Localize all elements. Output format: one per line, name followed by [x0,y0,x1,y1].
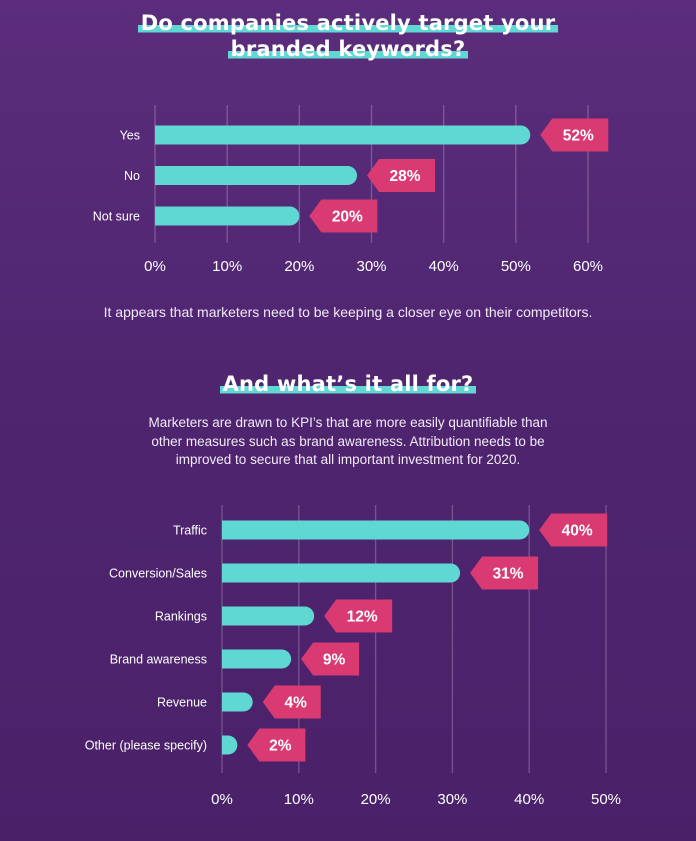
chart2-description-line3: improved to secure that all important in… [175,452,521,467]
chart2-bar [222,606,315,626]
chart1-x-tick-label: 20% [284,258,314,275]
chart2-value-tag [539,513,608,547]
chart2-value-tag [262,685,321,719]
chart1-value-label: 20% [332,209,363,226]
chart2-value-label: 9% [323,652,346,669]
chart1-category-label: Yes [120,129,140,143]
chart1-category-label: No [124,169,140,183]
chart1-title: Do companies actively target your brande… [0,10,696,62]
chart2-description-line1: Marketers are drawn to KPI’s that are mo… [148,415,548,430]
chart2-value-label: 40% [562,523,593,540]
chart2-bar [222,649,292,669]
chart2-value-tag [470,556,539,590]
chart2-value-label: 2% [269,738,292,755]
chart2-value-tag [324,599,393,633]
chart1-title-line1: Do companies actively target your [137,10,559,36]
chart2-x-tick-label: 40% [514,791,544,808]
chart2-category-label: Revenue [157,696,207,710]
chart2-bar [222,520,530,540]
chart1-x-tick-label: 30% [356,258,386,275]
chart1-branded-keywords: 0% 10% 20% 30% 40% 50% 60% Yes 52% No 28% Not sure 2… [93,105,609,275]
chart2-category-label: Brand awareness [110,653,207,667]
chart2-x-tick-label: 0% [211,791,233,808]
chart2-value-label: 31% [493,566,524,583]
chart2-bar [222,692,253,712]
chart2-category-label: Traffic [173,524,207,538]
chart2-x-tick-label: 50% [591,791,621,808]
chart1-value-label: 28% [390,168,421,185]
chart1-bar [155,206,300,226]
chart1-x-tick-label: 40% [429,258,459,275]
chart2-description: Marketers are drawn to KPI’s that are mo… [108,414,588,470]
chart1-x-tick-label: 0% [144,258,166,275]
chart2-category-label: Other (please specify) [85,739,207,753]
chart2-description-line2: other measures such as brand awareness. … [151,433,545,449]
chart2-value-tag [301,642,360,676]
chart2-kpi-goals: 0% 10% 20% 30% 40% 50% Traffic 40% Conversion/Sa… [85,505,621,808]
chart2-value-tag [247,728,306,762]
chart1-x-tick-label: 50% [501,258,531,275]
chart1-bar [155,125,531,145]
chart2-value-label: 4% [285,695,308,712]
chart2-bar [222,735,238,755]
chart1-value-tag [367,159,436,192]
chart1-bar [155,166,358,185]
chart2-x-tick-label: 20% [361,791,391,808]
chart1-value-tag [309,199,378,233]
chart2-title-line: And what’s it all for? [219,371,477,397]
chart2-category-label: Conversion/Sales [109,567,207,581]
chart2-x-tick-label: 10% [284,791,314,808]
chart1-value-label: 52% [563,128,594,145]
chart1-x-tick-label: 10% [212,258,242,275]
chart1-value-tag [540,118,609,152]
chart2-title: And what’s it all for? [0,371,696,397]
chart1-category-label: Not sure [93,210,140,224]
chart1-caption: It appears that marketers need to be kee… [103,304,593,320]
chart1-x-tick-label: 60% [573,258,603,275]
chart1-title-line2: branded keywords? [227,36,469,62]
chart2-bar [222,563,461,583]
chart2-value-label: 12% [347,609,378,626]
chart2-category-label: Rankings [155,610,207,624]
chart2-x-tick-label: 30% [437,791,467,808]
